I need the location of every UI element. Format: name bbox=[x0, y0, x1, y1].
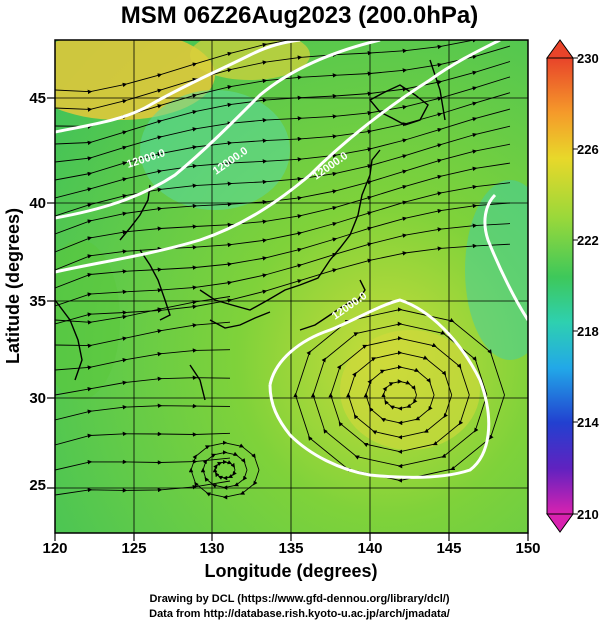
x-tick-label: 145 bbox=[436, 540, 461, 557]
gridlines bbox=[55, 40, 528, 533]
streamline bbox=[293, 307, 505, 483]
colorbar-top-arrow bbox=[546, 39, 574, 59]
y-tick-labels: 25 30 35 40 45 bbox=[29, 90, 46, 494]
streamline bbox=[55, 403, 231, 421]
streamline bbox=[55, 431, 231, 446]
x-ticks bbox=[54, 533, 529, 541]
colorbar-tick-label: 210 bbox=[577, 507, 599, 522]
footer-credit-data: Data from http://database.rish.kyoto-u.a… bbox=[149, 608, 450, 620]
streamline bbox=[55, 348, 231, 371]
height-contours bbox=[55, 40, 528, 479]
colorbar-tick-label: 218 bbox=[577, 324, 599, 339]
colorbar-tick-label: 222 bbox=[577, 233, 599, 248]
y-tick-label: 35 bbox=[29, 293, 46, 310]
x-tick-labels: 120 125 130 135 140 145 150 bbox=[42, 540, 540, 557]
colorbar: 230 226 222 218 214 210 bbox=[546, 39, 599, 533]
x-tick-label: 125 bbox=[121, 540, 146, 557]
colorbar-tick-label: 230 bbox=[577, 51, 599, 66]
y-tick-label: 45 bbox=[29, 90, 46, 107]
footer-credit-drawing: Drawing by DCL (https://www.gfd-dennou.o… bbox=[149, 593, 450, 605]
y-axis-label: Latitude (degrees) bbox=[3, 208, 23, 364]
x-tick-label: 140 bbox=[357, 540, 382, 557]
chart-title: MSM 06Z26Aug2023 (200.0hPa) bbox=[120, 2, 479, 29]
x-tick-label: 120 bbox=[42, 540, 67, 557]
colorbar-bottom-arrow bbox=[546, 513, 574, 533]
colorbar-scale bbox=[546, 57, 574, 515]
coastlines bbox=[55, 59, 446, 401]
streamline bbox=[55, 321, 231, 349]
colorbar-tick-label: 226 bbox=[577, 142, 599, 157]
y-tick-label: 25 bbox=[29, 477, 46, 494]
x-tick-label: 150 bbox=[515, 540, 540, 557]
x-tick-label: 130 bbox=[199, 540, 224, 557]
streamline bbox=[55, 375, 231, 396]
colorbar-tick-label: 214 bbox=[577, 415, 599, 430]
x-tick-label: 135 bbox=[278, 540, 303, 557]
streamline bbox=[188, 440, 260, 500]
y-tick-label: 30 bbox=[29, 390, 46, 407]
streamlines bbox=[55, 40, 511, 500]
y-ticks bbox=[47, 97, 55, 489]
y-tick-label: 40 bbox=[29, 195, 46, 212]
x-axis-label: Longitude (degrees) bbox=[204, 561, 377, 581]
